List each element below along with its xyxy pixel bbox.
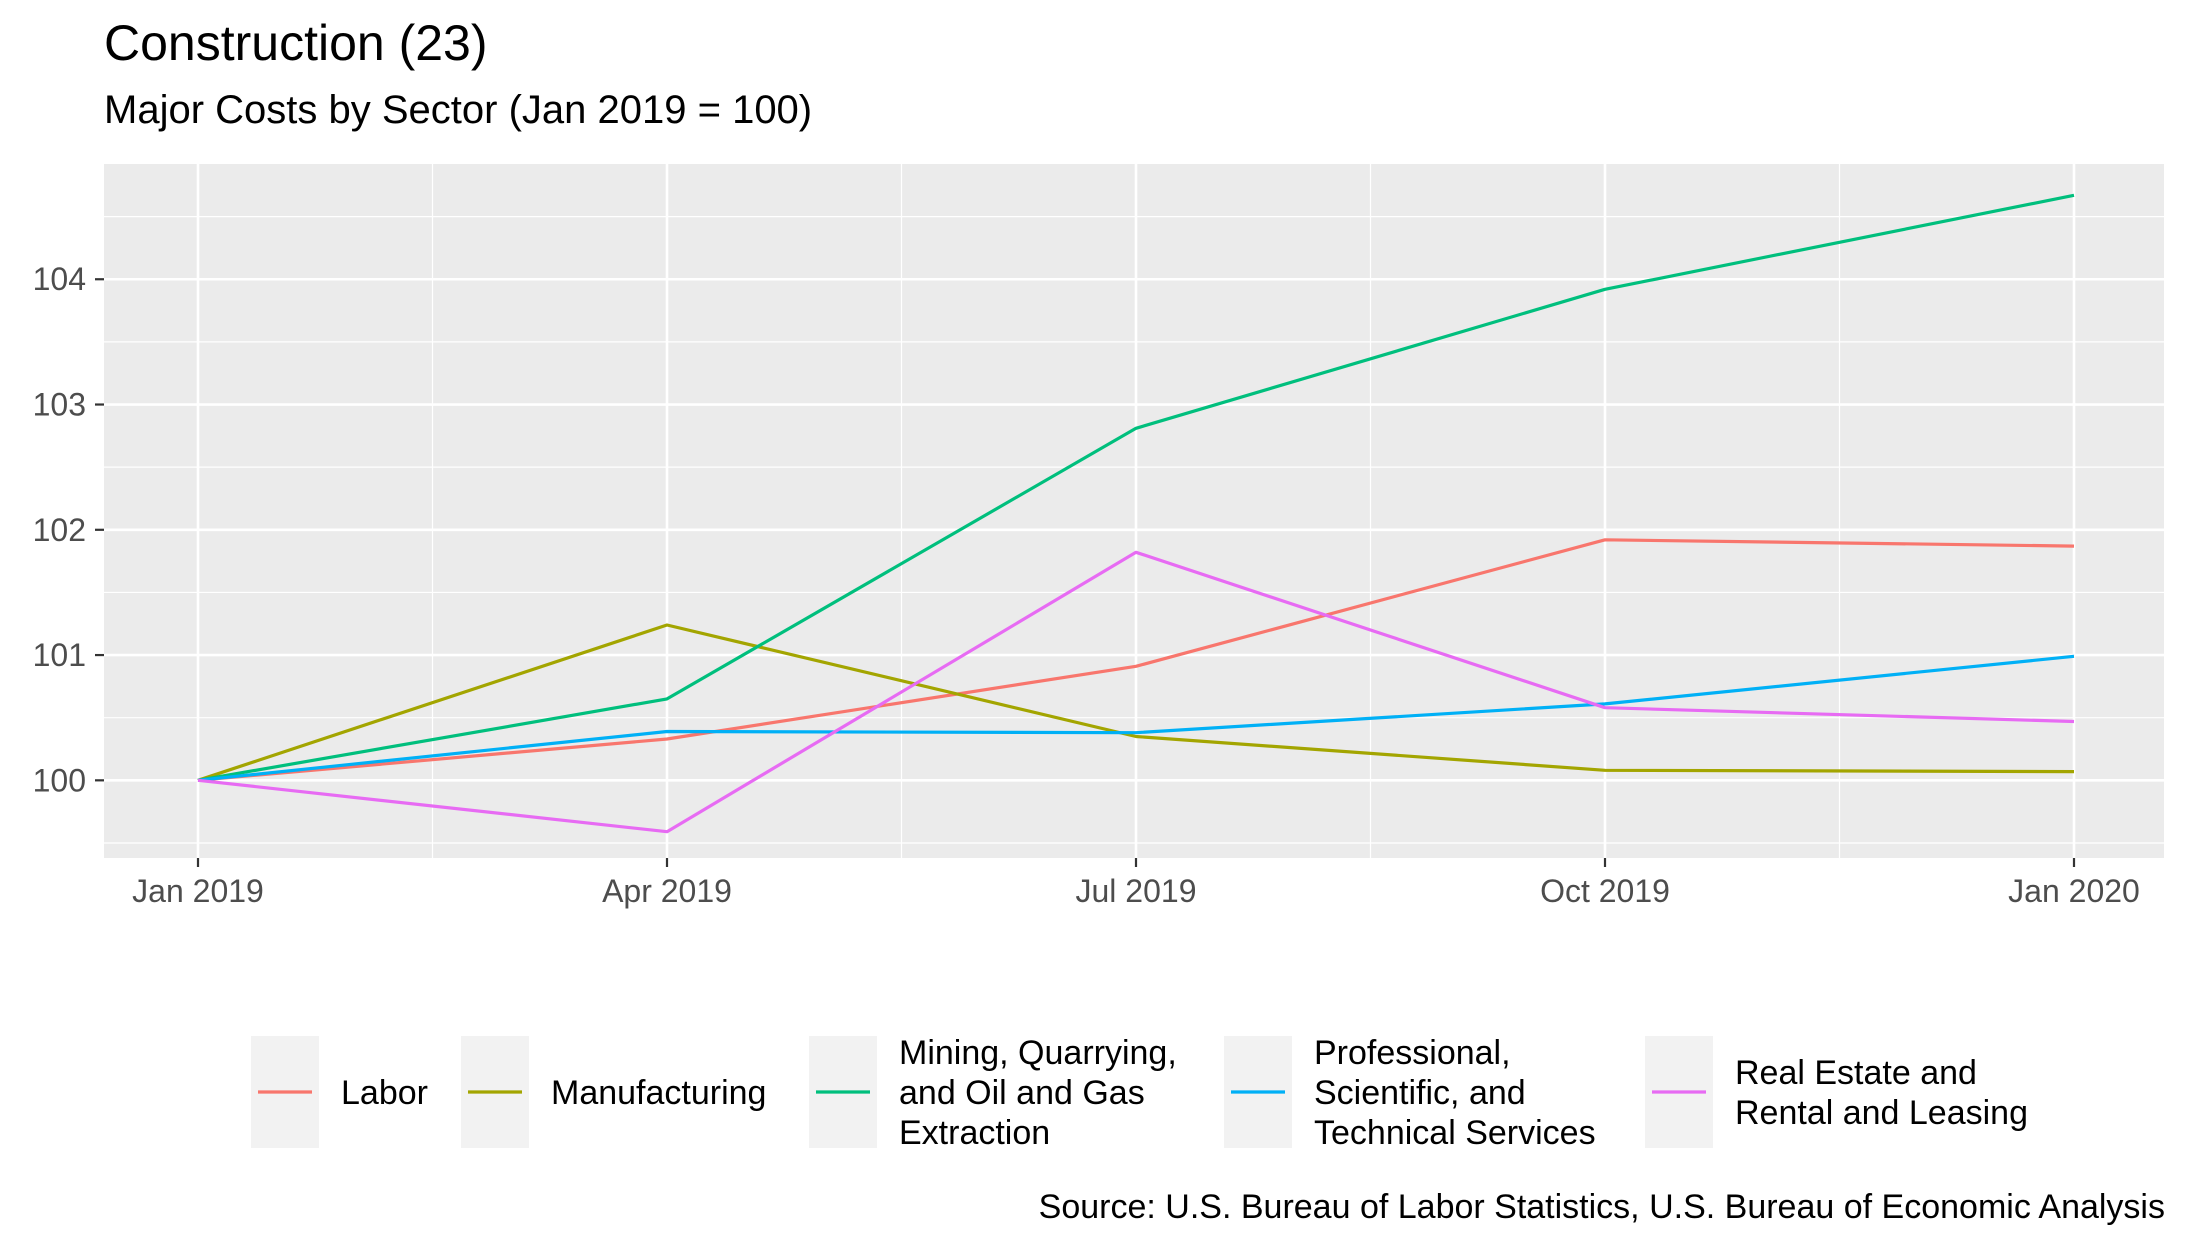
- legend-label-line: Labor: [341, 1074, 428, 1112]
- y-tick-label: 102: [33, 512, 86, 548]
- legend-label-line: Extraction: [899, 1114, 1050, 1152]
- plot-panel: [104, 164, 2164, 858]
- x-tick-label: Oct 2019: [1540, 873, 1670, 909]
- minor-gridlines: [104, 164, 2164, 858]
- x-tick-label: Jul 2019: [1076, 873, 1197, 909]
- x-tick-label: Apr 2019: [602, 873, 732, 909]
- series-line: [197, 550, 2075, 834]
- legend-label: Manufacturing: [551, 1074, 766, 1112]
- chart-subtitle: Major Costs by Sector (Jan 2019 = 100): [104, 88, 813, 132]
- axis-ticks: [95, 278, 2076, 867]
- legend-label: Professional, Scientific, and Technical Se…: [1314, 1034, 1596, 1152]
- y-tick-label: 101: [33, 637, 86, 673]
- legend: Labor Manufacturing Mining, Quarrying, and …: [251, 1034, 2028, 1152]
- x-axis-tick-labels: Jan 2019 Apr 2019 Jul 2019 Oct 2019 Jan 2020: [132, 873, 2140, 909]
- legend-label-line: Rental and Leasing: [1735, 1094, 2028, 1132]
- y-axis-tick-labels: 100 101 102 103 104: [33, 261, 86, 798]
- legend-label-line: Real Estate and: [1735, 1054, 1977, 1092]
- y-tick-label: 100: [33, 762, 86, 798]
- legend-label: Real Estate and Rental and Leasing: [1735, 1054, 2028, 1132]
- chart-caption: Source: U.S. Bureau of Labor Statistics,…: [1038, 1188, 2165, 1226]
- chart-title: Construction (23): [104, 15, 488, 71]
- x-tick-label: Jan 2020: [2008, 873, 2140, 909]
- series-line: [197, 193, 2075, 782]
- legend-label-line: Technical Services: [1314, 1114, 1596, 1152]
- x-tick-label: Jan 2019: [132, 873, 264, 909]
- legend-label-line: and Oil and Gas: [899, 1074, 1145, 1112]
- series-line: [197, 623, 2075, 782]
- y-tick-label: 103: [33, 387, 86, 423]
- legend-label: Labor: [341, 1074, 428, 1112]
- legend-label: Mining, Quarrying, and Oil and Gas Extract…: [899, 1034, 1177, 1152]
- series-lines: [197, 193, 2075, 834]
- series-line: [197, 538, 2075, 782]
- series-line: [197, 654, 2075, 782]
- legend-label-line: Manufacturing: [551, 1074, 766, 1112]
- y-tick-label: 104: [33, 261, 86, 297]
- legend-label-line: Scientific, and: [1314, 1074, 1526, 1112]
- major-gridlines: [104, 164, 2164, 858]
- legend-label-line: Professional,: [1314, 1034, 1511, 1072]
- legend-label-line: Mining, Quarrying,: [899, 1034, 1177, 1072]
